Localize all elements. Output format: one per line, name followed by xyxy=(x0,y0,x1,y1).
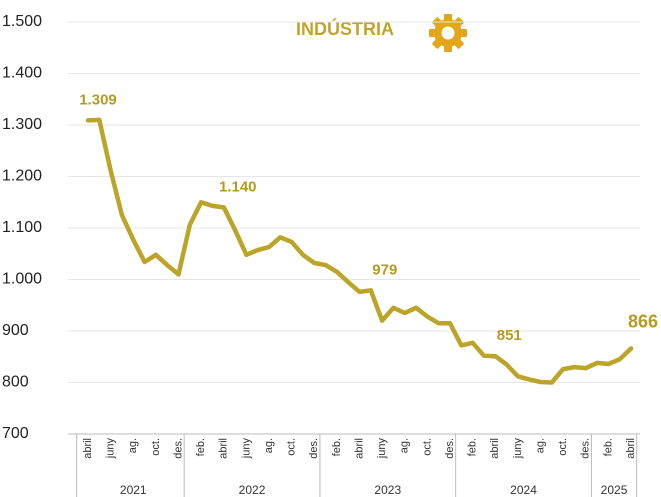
year-label: 2025 xyxy=(601,483,628,497)
x-tick-label: juny xyxy=(240,438,252,460)
y-tick-label: 1.200 xyxy=(2,168,42,185)
data-label: 1.140 xyxy=(219,178,257,195)
x-tick-label: ag. xyxy=(127,438,139,453)
x-tick-label: oct. xyxy=(557,438,569,456)
year-label: 2022 xyxy=(239,483,266,497)
x-tick-label: abril xyxy=(625,438,637,459)
data-label: 866 xyxy=(628,311,658,331)
y-tick-label: 1.000 xyxy=(2,271,42,288)
x-tick-label: juny xyxy=(105,438,117,460)
x-tick-label: oct. xyxy=(150,438,162,456)
x-tick-label: ag. xyxy=(399,438,411,453)
x-tick-label: feb. xyxy=(195,438,207,456)
x-tick-label: oct. xyxy=(421,438,433,456)
year-label: 2021 xyxy=(120,483,147,497)
x-tick-label: des. xyxy=(444,438,456,459)
x-tick-label: des. xyxy=(172,438,184,459)
x-tick-label: juny xyxy=(376,438,388,460)
x-tick-label: abril xyxy=(489,438,501,459)
line xyxy=(85,117,634,385)
x-tick-label: abril xyxy=(82,438,94,459)
year-label: 2024 xyxy=(510,483,537,497)
y-tick-label: 800 xyxy=(2,374,29,391)
x-tick-label: feb. xyxy=(331,438,343,456)
x-tick-label: abril xyxy=(218,438,230,459)
x-tick-label: des. xyxy=(308,438,320,459)
gear-icon xyxy=(429,14,467,52)
x-tick-label: oct. xyxy=(286,438,298,456)
data-label: 1.309 xyxy=(79,91,117,108)
x-tick-label: des. xyxy=(580,438,592,459)
y-tick-label: 1.300 xyxy=(2,116,42,133)
year-label: 2023 xyxy=(374,483,401,497)
x-tick-label: feb. xyxy=(467,438,479,456)
y-tick-label: 1.500 xyxy=(2,13,42,30)
x-tick-label: feb. xyxy=(602,438,614,456)
y-tick-label: 1.400 xyxy=(2,65,42,82)
y-tick-label: 900 xyxy=(2,322,29,339)
y-tick-label: 1.100 xyxy=(2,219,42,236)
x-tick-label: ag. xyxy=(263,438,275,453)
chart-title: INDÚSTRIA xyxy=(296,18,394,39)
data-label: 851 xyxy=(497,327,522,344)
x-tick-label: ag. xyxy=(534,438,546,453)
x-tick-label: abril xyxy=(353,438,365,459)
x-tick-label: juny xyxy=(512,438,524,460)
y-tick-label: 700 xyxy=(2,425,29,442)
data-label: 979 xyxy=(372,261,397,278)
